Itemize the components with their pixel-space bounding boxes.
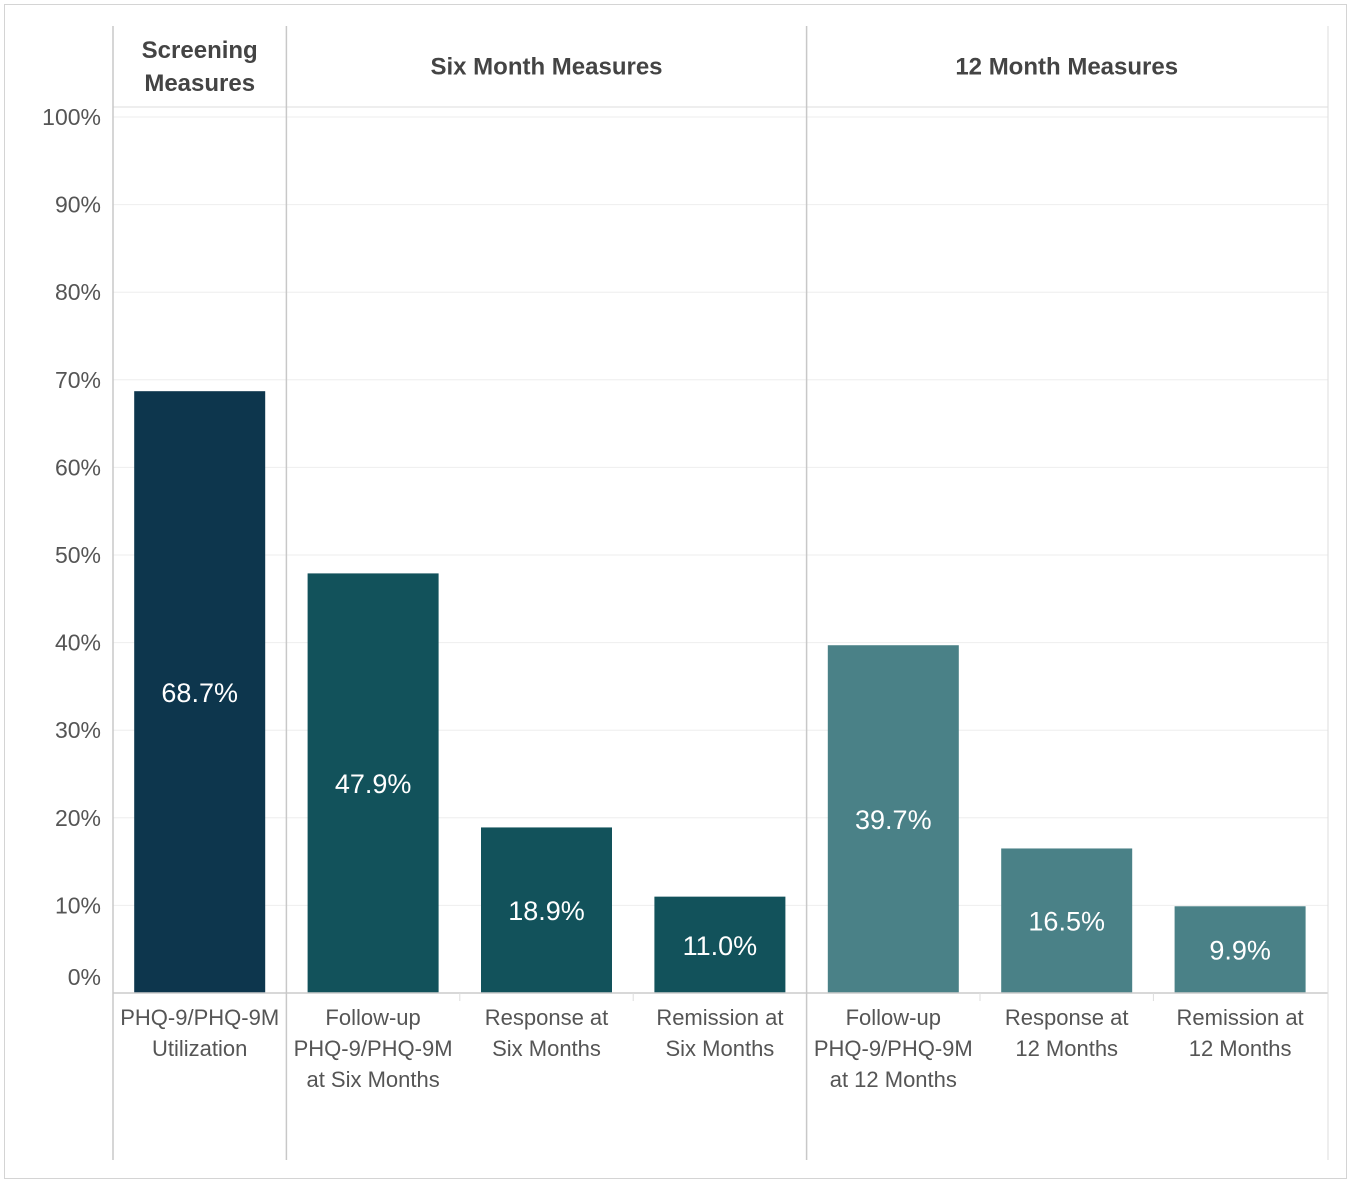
y-tick-label: 100% xyxy=(42,104,101,130)
bar xyxy=(827,645,959,993)
bar-value-label: 11.0% xyxy=(683,931,758,961)
y-tick-label: 30% xyxy=(55,717,101,743)
y-tick-label: 10% xyxy=(55,892,101,918)
y-tick-label: 80% xyxy=(55,279,101,305)
chart-frame xyxy=(4,4,1347,1179)
bar xyxy=(1001,848,1133,993)
group-dividers xyxy=(112,26,1329,1160)
x-category-label: Remission at xyxy=(656,1005,783,1030)
x-category-label: Remission at xyxy=(1177,1005,1304,1030)
bars xyxy=(134,391,1306,993)
bar-value-label: 39.7% xyxy=(855,805,932,835)
x-category-label: Response at xyxy=(485,1005,609,1030)
bar-value-label: 16.5% xyxy=(1028,907,1105,937)
y-tick-label: 50% xyxy=(55,542,101,568)
y-tick-label: 60% xyxy=(55,454,101,480)
y-tick-label: 40% xyxy=(55,630,101,656)
bar-value-label: 18.9% xyxy=(508,896,585,926)
bar xyxy=(134,391,266,993)
group-title: 12 Month Measures xyxy=(955,54,1178,81)
x-category-label: Follow-up xyxy=(846,1005,941,1030)
bar xyxy=(481,827,612,993)
x-category-label: 12 Months xyxy=(1015,1036,1118,1061)
y-tick-label: 70% xyxy=(55,367,101,393)
x-category-label: Utilization xyxy=(152,1036,247,1061)
x-category-label: PHQ-9/PHQ-9M xyxy=(294,1036,453,1061)
x-category-label: at 12 Months xyxy=(830,1067,957,1092)
x-category-label: 12 Months xyxy=(1189,1036,1292,1061)
group-title: Measures xyxy=(144,70,255,97)
bar-value-label: 47.9% xyxy=(335,769,412,799)
gridlines xyxy=(113,116,1328,906)
x-category-label: Six Months xyxy=(492,1036,601,1061)
x-category-label: Six Months xyxy=(665,1036,774,1061)
group-title: Six Month Measures xyxy=(430,54,662,81)
x-category-label: Response at xyxy=(1005,1005,1129,1030)
bar-value-label: 68.7% xyxy=(161,678,238,708)
y-tick-label: 20% xyxy=(55,805,101,831)
bar xyxy=(654,896,786,993)
bar xyxy=(307,573,439,993)
y-tick-label: 0% xyxy=(68,964,101,990)
x-category-label: at Six Months xyxy=(306,1067,439,1092)
x-category-label: Follow-up xyxy=(325,1005,420,1030)
bar xyxy=(1174,906,1306,993)
x-category-label: PHQ-9/PHQ-9M xyxy=(814,1036,973,1061)
group-title: Screening xyxy=(142,37,258,64)
bar-value-label: 9.9% xyxy=(1209,936,1271,966)
labels: 0% 10% 20% 30% 40% 50% 60% 70% 80% 90% 100% Screeni… xyxy=(42,37,1304,1092)
x-category-label: PHQ-9/PHQ-9M xyxy=(120,1005,279,1030)
y-tick-label: 90% xyxy=(55,192,101,218)
